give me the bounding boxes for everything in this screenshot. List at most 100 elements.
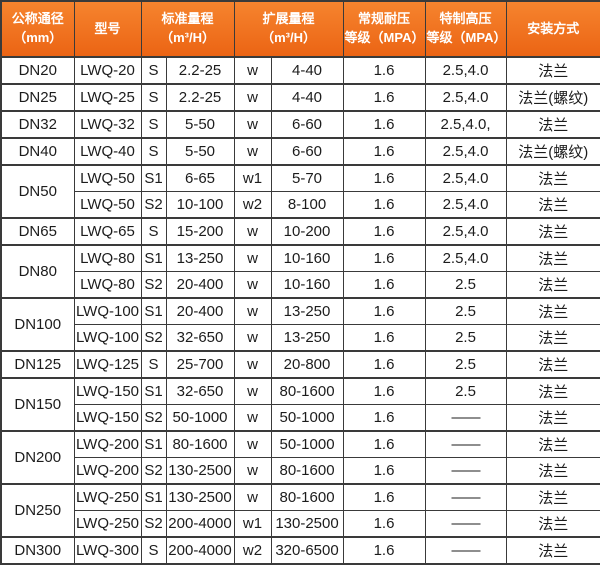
cell-standard-range: 13-250 xyxy=(165,244,235,272)
cell-standard-range: 50-1000 xyxy=(165,404,235,432)
cell-standard-label: S1 xyxy=(140,430,167,458)
cell-standard-range: 32-650 xyxy=(165,377,235,405)
cell-standard-range: 2.2-25 xyxy=(165,83,235,112)
cell-extended-range: 80-1600 xyxy=(270,457,344,485)
cell-standard-range: 20-400 xyxy=(165,297,235,325)
cell-regular-pressure: 1.6 xyxy=(342,297,426,325)
cell-nominal-diameter: DN300 xyxy=(0,536,75,565)
cell-model: LWQ-65 xyxy=(73,217,142,246)
cell-standard-range: 200-4000 xyxy=(165,510,235,538)
cell-nominal-diameter: DN20 xyxy=(0,56,75,85)
cell-high-pressure: 2.5,4.0 xyxy=(424,137,507,166)
cell-install-method: 法兰 xyxy=(505,271,600,299)
header-regular-pressure: 常规耐压 等级（MPA） xyxy=(342,0,426,58)
cell-extended-label: w xyxy=(233,271,272,299)
cell-high-pressure: 2.5 xyxy=(424,297,507,325)
cell-install-method: 法兰 xyxy=(505,297,600,325)
cell-regular-pressure: 1.6 xyxy=(342,377,426,405)
cell-standard-range: 130-2500 xyxy=(165,457,235,485)
cell-high-pressure: 2.5,4.0, xyxy=(424,110,507,139)
table-row: DN80 LWQ-80 S1 13-250 w 10-160 1.6 2.5,4.0 法兰 xyxy=(0,244,600,299)
cell-high-pressure: —— xyxy=(424,430,507,458)
cell-high-pressure: 2.5,4.0 xyxy=(424,56,507,85)
cell-high-pressure: —— xyxy=(424,536,507,565)
cell-standard-label: S xyxy=(140,217,167,246)
cell-regular-pressure: 1.6 xyxy=(342,137,426,166)
cell-extended-label: w xyxy=(233,324,272,352)
cell-regular-pressure: 1.6 xyxy=(342,350,426,379)
cell-extended-label: w2 xyxy=(233,191,272,219)
cell-extended-label: w xyxy=(233,297,272,325)
cell-regular-pressure: 1.6 xyxy=(342,536,426,565)
cell-regular-pressure: 1.6 xyxy=(342,83,426,112)
table-body: DN20 LWQ-20 S 2.2-25 w 4-40 1.6 2.5,4.0 法兰 DN25 LW… xyxy=(0,56,600,565)
cell-standard-label: S1 xyxy=(140,377,167,405)
cell-install-method: 法兰 xyxy=(505,404,600,432)
table-row: DN200 LWQ-200 S1 80-1600 w 50-1000 1.6 —— 法兰 xyxy=(0,430,600,485)
header-extended-range: 扩展量程 （m³/H） xyxy=(233,0,344,58)
cell-install-method: 法兰 xyxy=(505,191,600,219)
header-model: 型号 xyxy=(73,0,142,58)
cell-extended-label: w xyxy=(233,377,272,405)
cell-high-pressure: —— xyxy=(424,510,507,538)
cell-model: LWQ-300 xyxy=(73,536,142,565)
cell-nominal-diameter: DN250 xyxy=(0,483,75,538)
cell-extended-range: 10-200 xyxy=(270,217,344,246)
table-row: DN20 LWQ-20 S 2.2-25 w 4-40 1.6 2.5,4.0 法兰 xyxy=(0,56,600,85)
cell-extended-range: 4-40 xyxy=(270,56,344,85)
cell-install-method: 法兰 xyxy=(505,483,600,511)
header-high-pressure: 特制高压 等级（MPA） xyxy=(424,0,507,58)
cell-regular-pressure: 1.6 xyxy=(342,430,426,458)
cell-nominal-diameter: DN200 xyxy=(0,430,75,485)
table-row: DN25 LWQ-25 S 2.2-25 w 4-40 1.6 2.5,4.0 法兰(螺纹) xyxy=(0,83,600,112)
cell-install-method: 法兰(螺纹) xyxy=(505,83,600,112)
cell-standard-range: 80-1600 xyxy=(165,430,235,458)
cell-extended-range: 50-1000 xyxy=(270,430,344,458)
table-row: LWQ-150 S2 50-1000 w 50-1000 1.6 —— 法兰 xyxy=(1,404,600,432)
cell-model: LWQ-32 xyxy=(73,110,142,139)
cell-standard-label: S xyxy=(140,350,167,379)
cell-standard-label: S2 xyxy=(140,457,167,485)
cell-high-pressure: 2.5,4.0 xyxy=(424,83,507,112)
cell-standard-range: 2.2-25 xyxy=(165,56,235,85)
cell-high-pressure: 2.5,4.0 xyxy=(424,191,507,219)
cell-regular-pressure: 1.6 xyxy=(342,191,426,219)
cell-standard-label: S2 xyxy=(140,191,167,219)
cell-standard-range: 20-400 xyxy=(165,271,235,299)
cell-extended-label: w1 xyxy=(233,510,272,538)
table-row: LWQ-50 S2 10-100 w2 8-100 1.6 2.5,4.0 法兰 xyxy=(1,191,600,219)
cell-extended-label: w xyxy=(233,56,272,85)
cell-standard-label: S2 xyxy=(140,510,167,538)
cell-install-method: 法兰 xyxy=(505,56,600,85)
cell-extended-range: 5-70 xyxy=(270,164,344,192)
cell-model: LWQ-150 xyxy=(73,404,142,432)
cell-standard-range: 25-700 xyxy=(165,350,235,379)
cell-standard-label: S1 xyxy=(140,483,167,511)
cell-high-pressure: 2.5,4.0 xyxy=(424,244,507,272)
table-header: 公称通径 （mm） 型号 标准量程 （m³/H） 扩展量程 （m³/H） 常规耐… xyxy=(0,0,600,58)
cell-nominal-diameter: DN65 xyxy=(0,217,75,246)
cell-extended-range: 13-250 xyxy=(270,324,344,352)
table-row: LWQ-80 S2 20-400 w 10-160 1.6 2.5 法兰 xyxy=(1,271,600,299)
table-row: DN65 LWQ-65 S 15-200 w 10-200 1.6 2.5,4.0 法兰 xyxy=(0,217,600,246)
cell-high-pressure: 2.5 xyxy=(424,324,507,352)
cell-standard-range: 15-200 xyxy=(165,217,235,246)
cell-standard-label: S xyxy=(140,536,167,565)
cell-extended-range: 4-40 xyxy=(270,83,344,112)
cell-high-pressure: 2.5 xyxy=(424,271,507,299)
cell-high-pressure: —— xyxy=(424,404,507,432)
cell-model: LWQ-250 xyxy=(73,510,142,538)
cell-regular-pressure: 1.6 xyxy=(342,457,426,485)
cell-regular-pressure: 1.6 xyxy=(342,164,426,192)
cell-regular-pressure: 1.6 xyxy=(342,217,426,246)
cell-extended-label: w2 xyxy=(233,536,272,565)
table-row: DN125 LWQ-125 S 25-700 w 20-800 1.6 2.5 法兰 xyxy=(0,350,600,379)
cell-extended-range: 50-1000 xyxy=(270,404,344,432)
cell-regular-pressure: 1.6 xyxy=(342,56,426,85)
cell-standard-label: S xyxy=(140,110,167,139)
table-row: DN32 LWQ-32 S 5-50 w 6-60 1.6 2.5,4.0, 法兰 xyxy=(0,110,600,139)
cell-model: LWQ-50 xyxy=(73,164,142,192)
cell-install-method: 法兰 xyxy=(505,536,600,565)
cell-model: LWQ-80 xyxy=(73,271,142,299)
cell-extended-range: 6-60 xyxy=(270,137,344,166)
